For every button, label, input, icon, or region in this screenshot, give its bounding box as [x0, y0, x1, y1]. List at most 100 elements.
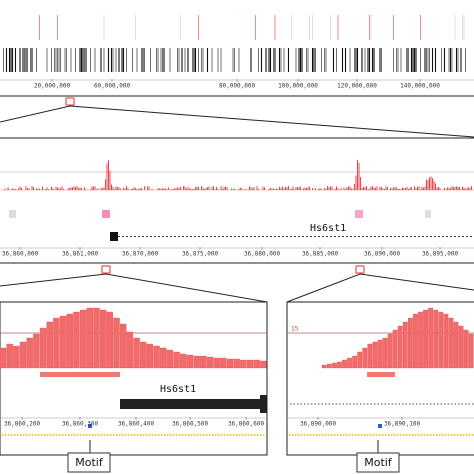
coverage-bar: [326, 363, 332, 369]
ruler-label: 36,860,200: [4, 421, 41, 428]
coverage-bar: [39, 327, 47, 369]
coverage-bar: [233, 358, 240, 369]
coverage-bar: [33, 333, 40, 369]
coverage-bar: [66, 313, 73, 369]
coverage-bar: [213, 357, 220, 369]
coverage-bar: [0, 347, 7, 369]
gene-exon: [110, 232, 118, 241]
coverage-bar: [392, 329, 398, 369]
coverage-bar: [113, 317, 120, 369]
gene-label: Hs6st1: [160, 384, 196, 395]
peak-box: [102, 210, 110, 218]
coverage-bar: [468, 333, 474, 369]
coverage-bar: [120, 323, 127, 369]
ruler-label: 100,000,000: [278, 83, 318, 90]
peak-region: [367, 372, 395, 377]
ruler-label: 36,860,500: [172, 421, 209, 428]
motif-box: [356, 452, 400, 473]
coverage-bar: [140, 341, 147, 369]
motif-site: [378, 424, 382, 428]
coverage-bar: [93, 307, 100, 369]
coverage-bar: [463, 329, 469, 369]
ruler-label: 36,880,000: [244, 251, 281, 258]
coverage-bar: [372, 341, 378, 369]
coverage-bar: [342, 359, 347, 369]
coverage-bar: [423, 309, 428, 369]
ruler-label: 20,000,000: [34, 83, 71, 90]
coverage-bar: [200, 355, 207, 369]
coverage-bar: [106, 311, 114, 369]
coverage-bar: [186, 354, 194, 369]
coverage-bar: [26, 337, 33, 369]
coverage-bar: [53, 317, 60, 369]
gene-body: [120, 399, 262, 409]
ruler-label: 36,860,000: [2, 251, 39, 258]
ruler-label: 36,885,000: [302, 251, 339, 258]
coverage-bar: [193, 355, 200, 369]
gene-end: [260, 395, 267, 413]
coverage-bar: [166, 349, 174, 369]
zoom-lines: [0, 273, 268, 303]
motif-site: [88, 424, 92, 428]
coverage-bar: [126, 331, 134, 369]
ruler-label: 140,000,000: [400, 83, 440, 90]
coverage-bar: [448, 317, 454, 369]
motif-label: Motif: [75, 456, 104, 469]
coverage-bar: [160, 347, 167, 369]
coverage-bar: [407, 317, 413, 369]
gene-label: Hs6st1: [310, 223, 346, 234]
coverage-bar: [331, 362, 337, 369]
coverage-bar: [352, 355, 358, 369]
coverage-bar: [397, 325, 403, 369]
coverage-bar: [382, 337, 388, 369]
ruler-label: 36,860,600: [228, 421, 265, 428]
coverage-bar: [253, 359, 260, 369]
coverage-bar: [433, 309, 439, 369]
motif-label: Motif: [364, 456, 393, 469]
coverage-bar: [362, 347, 368, 369]
coverage-bar: [321, 364, 327, 369]
region-marker: [101, 265, 111, 274]
coverage-bar: [46, 321, 53, 369]
coverage-bar: [418, 311, 423, 369]
coverage-bar: [443, 313, 449, 369]
motif-box: [67, 452, 111, 473]
coverage-bar: [13, 345, 20, 369]
coverage-bar: [86, 307, 94, 369]
ruler-label: 60,000,000: [94, 83, 131, 90]
coverage-bar: [240, 359, 247, 369]
ruler-label: 120,000,000: [337, 83, 377, 90]
coverage-bar: [79, 309, 87, 369]
coverage-bar: [226, 358, 234, 369]
peak-box: [9, 210, 16, 218]
coverage-bar: [59, 315, 67, 369]
coverage-bar: [19, 341, 27, 369]
coverage-bar: [99, 309, 107, 369]
detail-panel: [0, 301, 268, 456]
ruler-label: 36,870,000: [122, 251, 159, 258]
coverage-bar: [387, 333, 393, 369]
ruler-label: 36,875,000: [182, 251, 219, 258]
coverage-bar: [347, 357, 352, 369]
coverage-bar: [377, 339, 383, 369]
coverage-bar: [6, 343, 13, 369]
region-marker: [355, 265, 365, 274]
zoom-lines: [0, 105, 474, 138]
scale-label: 15: [291, 326, 299, 333]
coverage-bar: [260, 360, 267, 369]
ruler-label: 36,890,000: [364, 251, 401, 258]
coverage-bar: [180, 353, 187, 369]
region-marker: [65, 97, 75, 106]
peak-region: [40, 372, 120, 377]
coverage-bar: [153, 345, 160, 369]
coverage-bar: [357, 351, 363, 369]
coverage-bar: [413, 313, 418, 369]
ruler-label: 36,890,000: [300, 421, 337, 428]
ruler-label: 36,895,000: [422, 251, 459, 258]
coverage-bar: [458, 325, 464, 369]
coverage-bar: [73, 311, 80, 369]
ruler-label: 36,860,300: [62, 421, 99, 428]
ruler-label: 80,000,000: [219, 83, 256, 90]
peak-box: [425, 210, 431, 218]
